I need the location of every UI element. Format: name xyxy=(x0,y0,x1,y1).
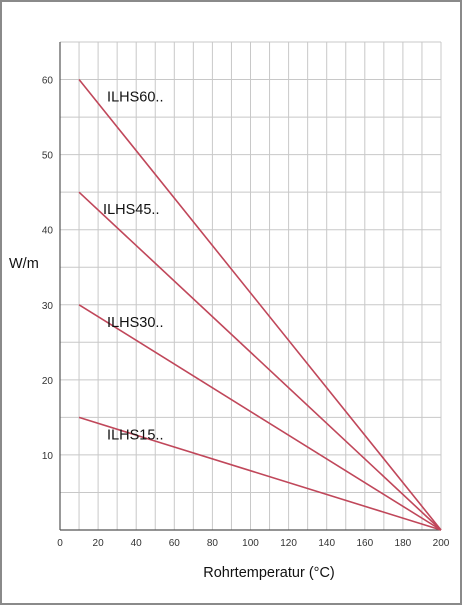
y-tick-label: 10 xyxy=(42,451,54,462)
series-line-3 xyxy=(78,304,442,531)
x-tick-label: 120 xyxy=(280,538,297,549)
y-tick-label: 60 xyxy=(42,76,54,87)
y-tick-label: 50 xyxy=(42,151,54,162)
axes: 0 20 40 60 80 100 120 140 160 180 200 10 20 30 40 50 60 xyxy=(42,42,450,549)
series-label-1: ILHS60.. xyxy=(107,90,163,106)
y-axis-label: W/m xyxy=(9,256,39,272)
x-tick-label: 160 xyxy=(356,538,373,549)
y-tick-label: 40 xyxy=(42,226,54,237)
series-line-4 xyxy=(78,416,442,531)
x-tick-label: 20 xyxy=(93,538,105,549)
grid xyxy=(60,41,442,530)
x-tick-label: 0 xyxy=(57,538,63,549)
series-line-2 xyxy=(78,191,442,531)
y-tick-label: 20 xyxy=(42,376,54,387)
series-label-4: ILHS15.. xyxy=(107,427,163,443)
series-label-2: ILHS45.. xyxy=(103,202,159,218)
y-tick-label: 30 xyxy=(42,301,54,312)
series-label-3: ILHS30.. xyxy=(107,315,163,331)
x-tick-label: 40 xyxy=(131,538,143,549)
x-tick-label: 180 xyxy=(395,538,412,549)
x-tick-label: 100 xyxy=(242,538,259,549)
x-axis-label: Rohrtemperatur (°C) xyxy=(203,565,335,581)
x-tick-label: 60 xyxy=(169,538,181,549)
series-line-1 xyxy=(78,79,442,531)
series-labels: ILHS60.. ILHS45.. ILHS30.. ILHS15.. xyxy=(103,90,163,444)
x-tick-label: 140 xyxy=(318,538,335,549)
x-tick-label: 80 xyxy=(207,538,219,549)
series-lines xyxy=(78,79,442,531)
x-tick-label: 200 xyxy=(433,538,450,549)
